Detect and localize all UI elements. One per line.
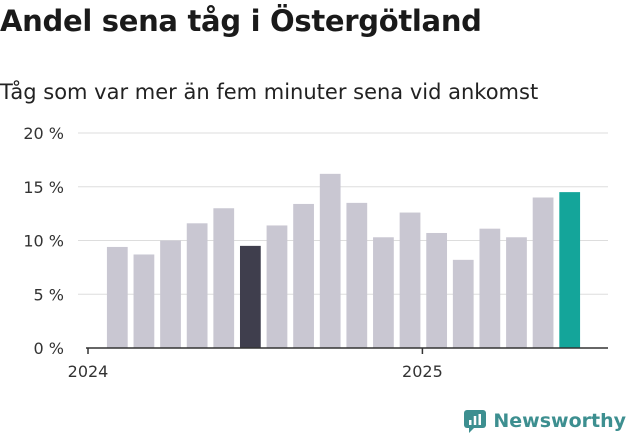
bar [319,173,341,348]
bars [106,173,581,348]
bar [133,254,155,348]
x-axis-ticks: 2024 2025 [68,348,443,381]
bar [426,232,448,348]
bar [452,259,474,348]
y-tick-label: 15 % [23,178,64,197]
bar [506,237,527,348]
bar [266,225,288,348]
bar [346,202,368,348]
y-tick-label: 5 % [34,285,64,304]
x-tick-label: 2025 [402,362,443,381]
y-tick-label: 10 % [23,232,64,251]
newsworthy-logo-icon [464,410,487,433]
bar [532,197,554,348]
bar [106,246,128,348]
bar [293,203,314,348]
bar [399,212,421,348]
logo-text: Newsworthy [493,410,626,432]
chart-subtitle: Tåg som var mer än fem minuter sena vid … [0,80,539,104]
bar [160,240,181,348]
bar-chart: 0 % 5 % 10 % 15 % 20 % 2024 2025 [23,124,608,381]
bar [239,245,261,348]
grid-lines [78,132,608,295]
y-tick-label: 0 % [34,339,64,358]
bar [479,228,501,348]
bar [373,237,394,348]
bar [213,208,235,348]
chart-title: Andel sena tåg i Östergötland [0,4,482,38]
newsworthy-logo: Newsworthy [463,409,626,433]
y-tick-label: 20 % [23,124,64,143]
bar [186,223,208,348]
y-axis-ticks: 0 % 5 % 10 % 15 % 20 % [23,124,64,358]
x-tick-label: 2024 [68,362,109,381]
bar [559,192,581,348]
